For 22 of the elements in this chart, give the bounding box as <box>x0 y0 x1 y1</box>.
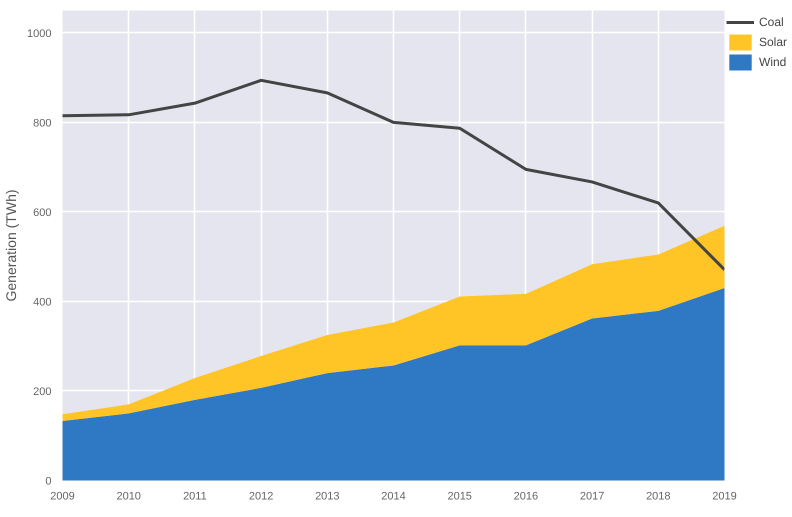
y-tick-label: 200 <box>33 386 52 398</box>
x-tick-label: 2012 <box>248 490 274 502</box>
y-tick-label: 1000 <box>27 28 52 40</box>
x-tick-label: 2016 <box>514 490 538 502</box>
x-tick-label: 2018 <box>646 490 671 502</box>
x-tick-label: 2011 <box>183 490 207 502</box>
legend-label: Wind <box>759 55 786 69</box>
legend-label: Coal <box>759 15 784 29</box>
x-tick-label: 2010 <box>116 490 141 502</box>
y-tick-label: 0 <box>45 476 52 488</box>
line-series <box>62 78 724 272</box>
x-tick-label: 2017 <box>580 490 604 502</box>
x-tick-label: 2009 <box>50 490 75 502</box>
x-tick-label: 2019 <box>712 490 737 502</box>
y-tick-label: 600 <box>33 206 52 219</box>
y-tick-label: 400 <box>33 296 52 308</box>
x-tick-label: 2013 <box>315 490 340 502</box>
legend-label: Solar <box>759 35 788 49</box>
x-tick-label: 2015 <box>447 490 472 502</box>
x-tick-label: 2014 <box>381 490 406 502</box>
y-axis-title: Generation (TWh) <box>3 189 20 302</box>
y-tick-label: 800 <box>33 117 52 130</box>
